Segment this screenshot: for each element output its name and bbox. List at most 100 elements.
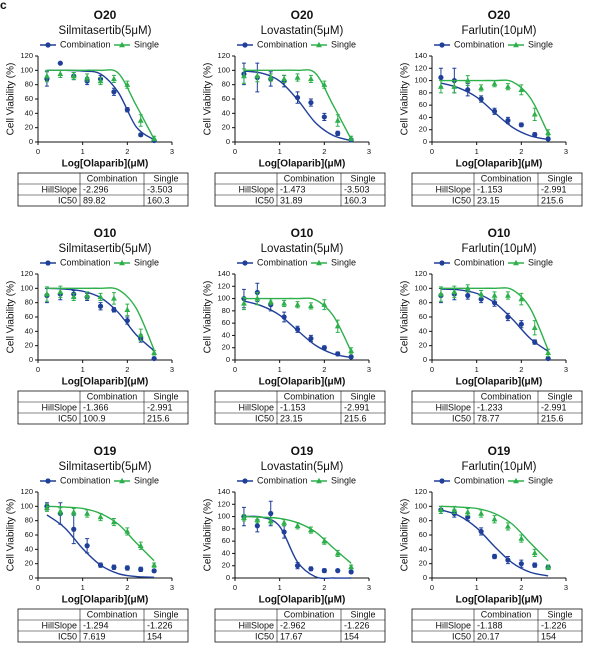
y-tick-label: 60: [222, 94, 230, 103]
y-tick-label: 20: [25, 123, 33, 132]
table-header: Single: [350, 391, 375, 401]
data-point: [268, 510, 274, 517]
data-point: [465, 87, 471, 93]
y-tick-label: 60: [25, 530, 33, 539]
data-point: [335, 130, 341, 136]
y-tick-label: 100: [217, 294, 230, 303]
table-header: Combination: [284, 391, 335, 401]
y-tick-label: 100: [20, 283, 33, 292]
data-point: [491, 553, 498, 560]
table-row-label: HillSlope: [238, 402, 274, 412]
data-point: [334, 117, 341, 123]
data-point: [491, 300, 498, 306]
y-tick-label: 40: [419, 544, 427, 553]
chart-title: O10: [488, 226, 511, 240]
data-point: [505, 523, 511, 529]
data-point: [464, 285, 471, 291]
x-tick-label: 2: [322, 147, 326, 156]
legend-label: Combination: [454, 257, 505, 267]
table-cell: -1.294: [83, 620, 109, 630]
y-tick-label: 0: [226, 355, 230, 364]
legend-marker: [316, 259, 322, 266]
data-point: [505, 292, 511, 298]
table-cell: 154: [541, 631, 556, 641]
y-tick-label: 0: [423, 573, 427, 582]
x-tick-label: 3: [170, 583, 174, 592]
table-cell: 100.9: [83, 413, 106, 423]
data-point: [531, 324, 538, 330]
x-tick-label: 2: [125, 147, 129, 156]
data-point: [321, 301, 328, 307]
y-tick-label: 120: [20, 269, 33, 278]
table-frame: [17, 390, 189, 425]
table-cell: 160.3: [344, 195, 367, 205]
x-tick-label: 1: [81, 365, 85, 374]
table-header: Single: [547, 391, 572, 401]
table-header: Combination: [284, 173, 335, 183]
y-tick-label: 0: [423, 137, 427, 146]
legend-label: Combination: [454, 475, 505, 485]
x-tick-label: 3: [564, 583, 568, 592]
legend-label: Single: [134, 257, 159, 267]
legend-label: Single: [528, 39, 553, 49]
data-point: [241, 72, 247, 79]
table-header: Single: [153, 391, 178, 401]
data-point: [267, 517, 274, 524]
data-point: [124, 528, 131, 534]
y-tick-label: 40: [25, 108, 33, 117]
data-point: [124, 565, 130, 571]
data-point: [267, 74, 274, 80]
table-cell: -1.226: [344, 620, 370, 630]
data-point: [57, 288, 64, 295]
table-frame: [17, 608, 189, 643]
data-point: [348, 135, 355, 141]
x-tick-label: 0: [36, 147, 40, 156]
data-point: [518, 561, 524, 567]
data-point: [464, 508, 471, 515]
table-frame: [411, 390, 583, 425]
x-tick-label: 1: [475, 147, 479, 156]
legend-marker: [439, 42, 445, 48]
table-cell: -1.153: [477, 184, 503, 194]
y-tick-label: 20: [419, 559, 427, 568]
data-point: [518, 321, 524, 327]
legend-marker: [45, 260, 51, 266]
table-frame: [214, 608, 386, 643]
chart-subtitle: Lovastatin(5μM): [261, 461, 344, 473]
x-tick-label: 2: [322, 365, 326, 374]
data-point: [451, 83, 458, 89]
table-header: Combination: [284, 609, 335, 619]
table-row-label: IC50: [255, 195, 274, 205]
y-tick-label: 120: [217, 281, 230, 290]
chart-subtitle: Farlutin(10μM): [461, 25, 536, 37]
data-point: [124, 306, 131, 313]
fit-curve: [440, 509, 549, 577]
table-row-label: HillSlope: [435, 620, 471, 630]
y-tick-label: 120: [414, 269, 427, 278]
chart-subtitle: Lovastatin(5μM): [261, 25, 344, 37]
legend-label: Single: [331, 39, 356, 49]
y-tick-label: 0: [29, 355, 33, 364]
fit-curve: [243, 297, 352, 352]
table-row-label: HillSlope: [41, 184, 77, 194]
table-frame: [411, 608, 583, 643]
x-tick-label: 3: [367, 365, 371, 374]
chart-subtitle: Silmitasertib(5μM): [59, 243, 152, 255]
table-cell: 154: [147, 631, 162, 641]
data-point: [84, 292, 91, 298]
x-tick-label: 0: [430, 583, 434, 592]
x-axis-label: Log[Olaparib](μM): [259, 159, 346, 170]
y-tick-label: 40: [419, 326, 427, 335]
y-tick-label: 80: [25, 80, 33, 89]
table-cell: -2.991: [147, 402, 173, 412]
data-point: [97, 562, 104, 568]
x-axis-label: Log[Olaparib](μM): [456, 377, 543, 388]
data-point: [464, 77, 471, 83]
y-tick-label: 120: [414, 63, 427, 72]
legend-label: Single: [528, 475, 553, 485]
y-tick-label: 40: [222, 330, 230, 339]
data-point: [254, 72, 261, 79]
panel-label: c: [0, 0, 7, 12]
data-point: [84, 510, 91, 516]
